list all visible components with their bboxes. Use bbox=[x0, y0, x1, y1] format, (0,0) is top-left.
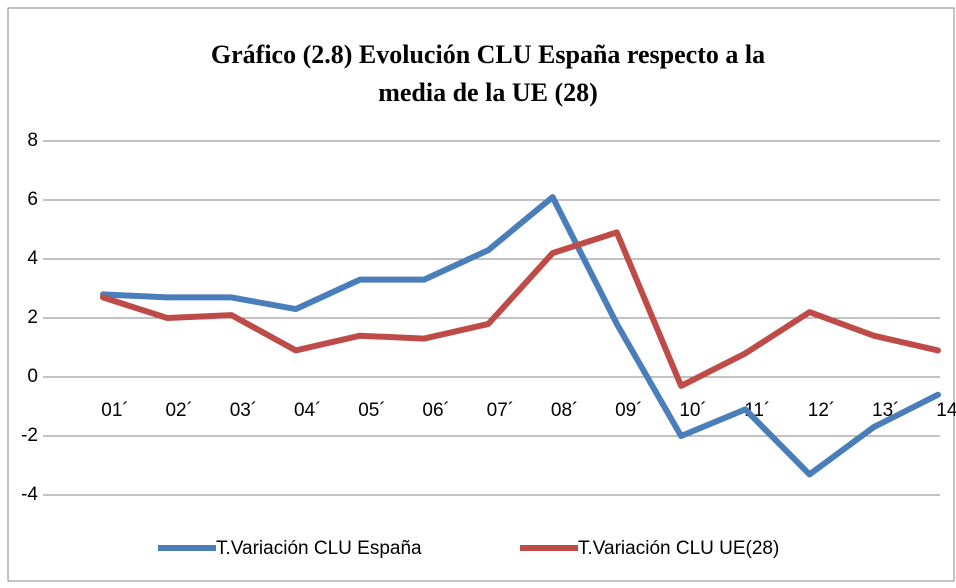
x-tick-label: 07´ bbox=[487, 400, 514, 421]
x-tick-label: 01´ bbox=[101, 400, 128, 421]
y-tick-label: 4 bbox=[27, 248, 38, 269]
series-line bbox=[100, 194, 941, 478]
x-tick-label: 04´ bbox=[294, 400, 321, 421]
x-tick-label: 12´ bbox=[808, 400, 835, 421]
x-tick-label: 02´ bbox=[165, 400, 192, 421]
y-tick-label: 8 bbox=[27, 130, 38, 151]
y-tick-label: 0 bbox=[27, 366, 38, 387]
x-tick-label: 06´ bbox=[422, 400, 449, 421]
y-tick-label: -4 bbox=[21, 484, 38, 505]
legend-label: T.Variación CLU UE(28) bbox=[578, 538, 779, 559]
chart-title: Gráfico (2.8) Evolución CLU España respe… bbox=[211, 40, 765, 69]
chart-title: media de la UE (28) bbox=[378, 78, 598, 107]
x-tick-label: 05´ bbox=[358, 400, 385, 421]
x-tick-label: 09´ bbox=[615, 400, 642, 421]
y-tick-label: 2 bbox=[27, 307, 38, 328]
x-tick-label: 03´ bbox=[230, 400, 257, 421]
x-tick-label: 10´ bbox=[679, 400, 706, 421]
series-line bbox=[100, 229, 941, 389]
x-tick-label: 08´ bbox=[551, 400, 578, 421]
y-tick-label: 6 bbox=[27, 189, 38, 210]
legend-label: T.Variación CLU España bbox=[216, 538, 422, 559]
x-tick-label: 14´ bbox=[936, 400, 956, 421]
y-tick-label: -2 bbox=[21, 425, 38, 446]
